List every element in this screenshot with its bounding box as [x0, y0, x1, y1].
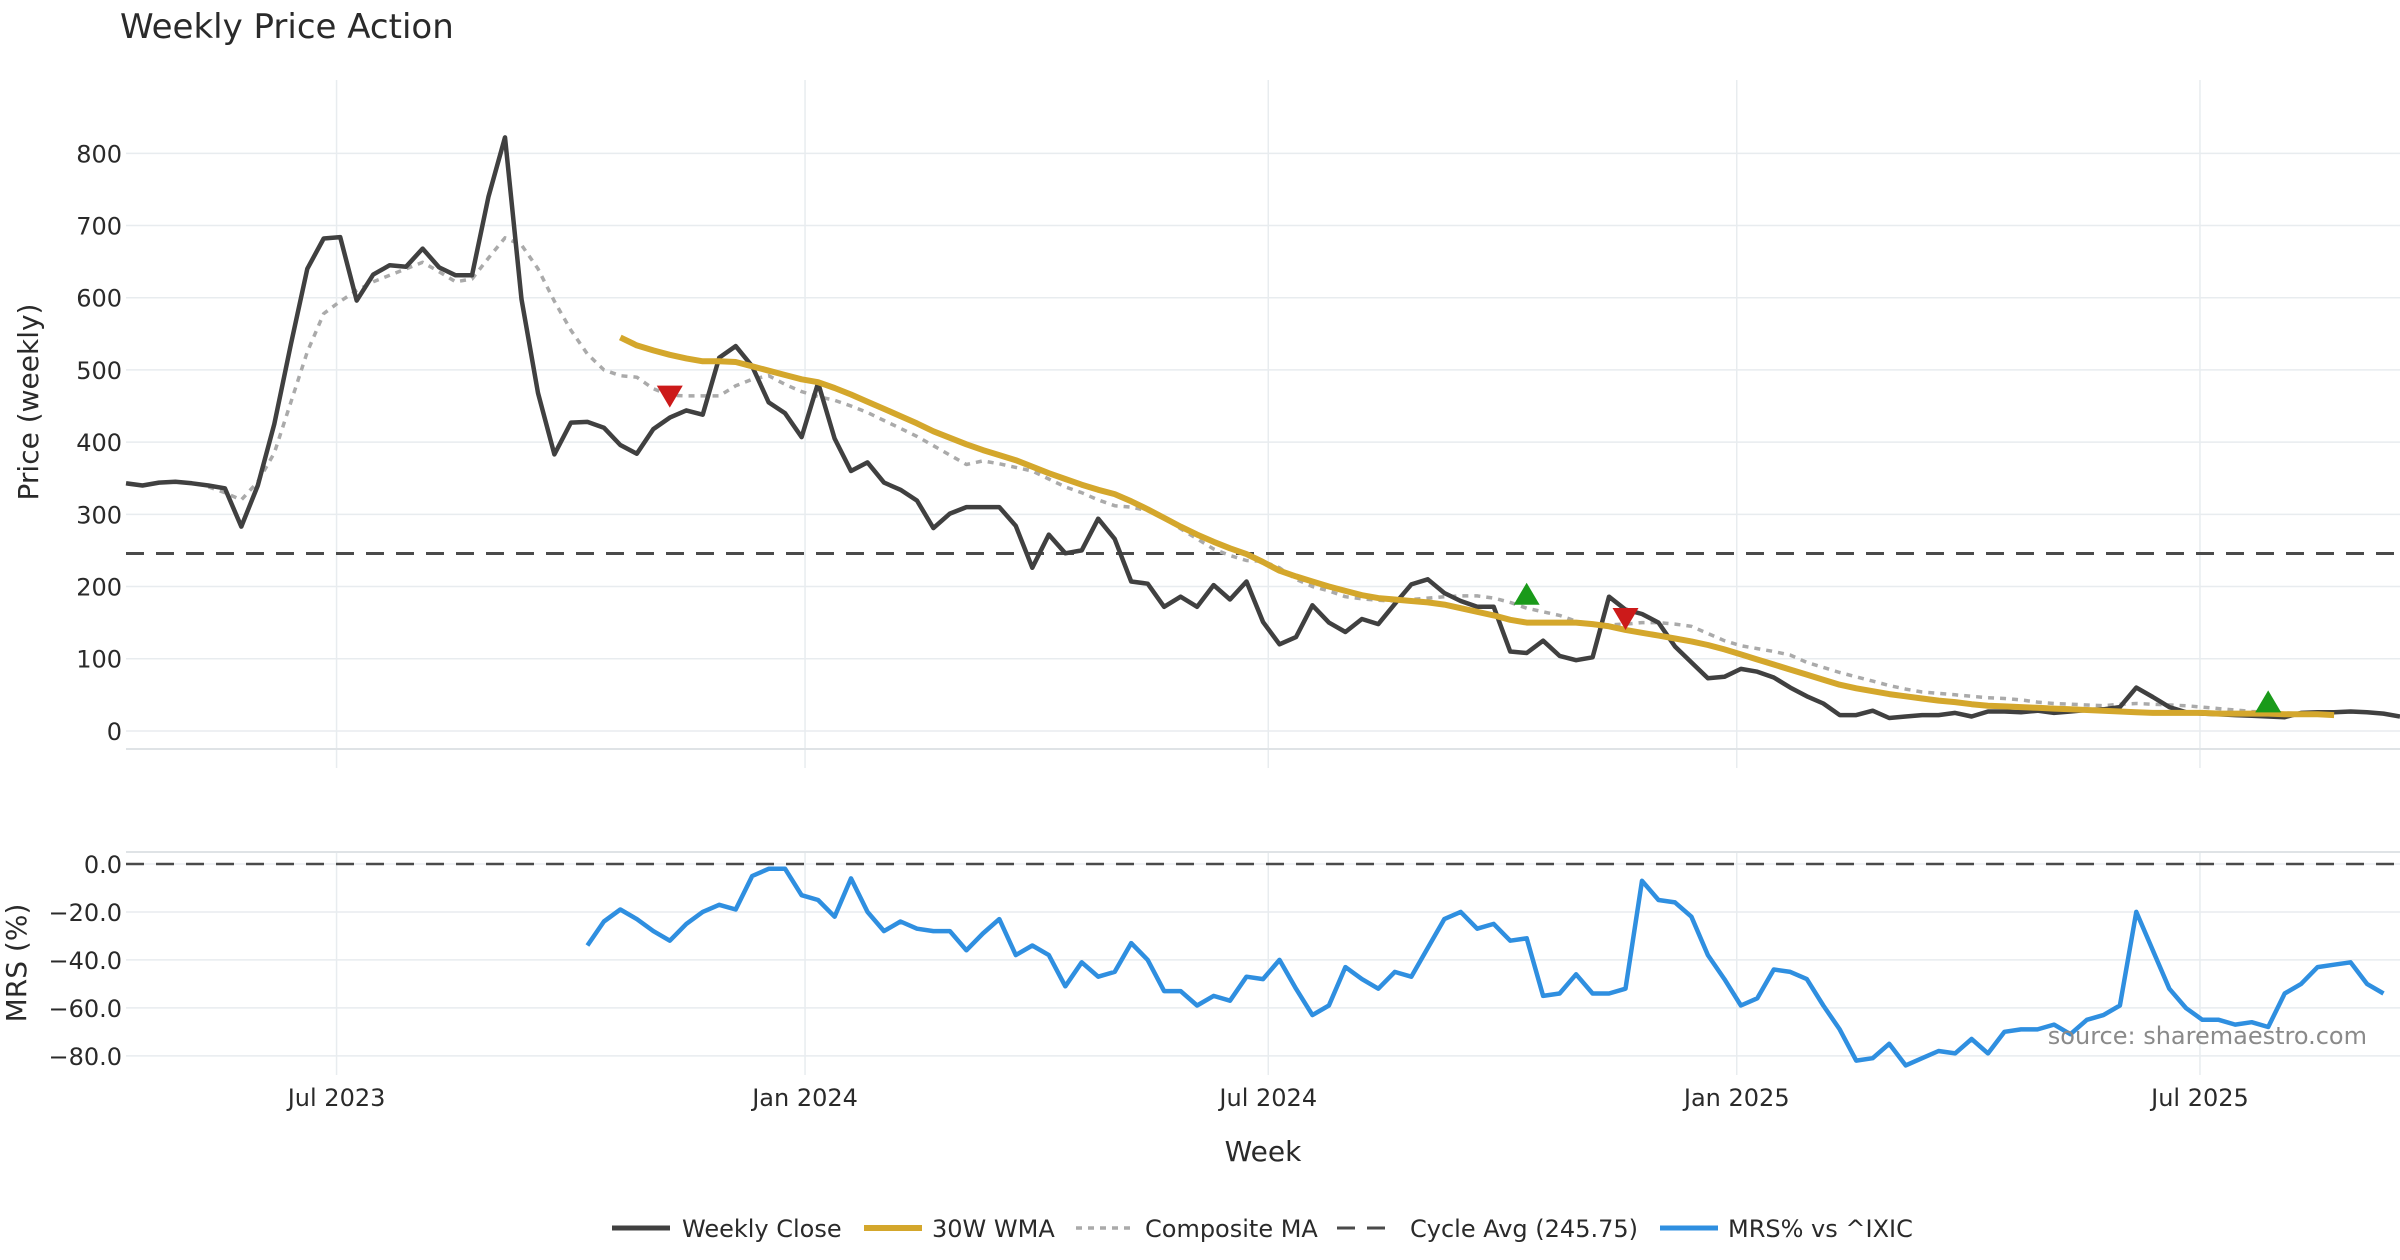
mrs-y-tick-label: −20.0 [48, 899, 122, 927]
sell-signal-marker [656, 385, 683, 408]
price-y-tick-label: 500 [76, 357, 122, 385]
grid-lines [126, 80, 2400, 1075]
price-y-axis-title: Price (weekly) [12, 304, 45, 501]
legend-label-weekly-close: Weekly Close [682, 1215, 842, 1243]
x-tick-label: Jan 2025 [1682, 1084, 1790, 1112]
composite-ma-line [207, 236, 2318, 716]
source-label: source: sharemaestro.com [2048, 1022, 2367, 1050]
legend-label-wma: 30W WMA [932, 1215, 1055, 1243]
sell-signal-marker [1612, 608, 1639, 631]
buy-signal-marker [1513, 582, 1540, 605]
price-y-tick-label: 100 [76, 646, 122, 674]
price-y-tick-label: 0 [107, 718, 122, 746]
legend-label-mrs: MRS% vs ^IXIC [1728, 1215, 1913, 1243]
chart-title: Weekly Price Action [120, 7, 454, 47]
price-y-tick-label: 800 [76, 140, 122, 168]
mrs-line [585, 866, 2385, 1068]
x-tick-label: Jul 2023 [286, 1084, 386, 1112]
x-tick-label: Jan 2024 [750, 1084, 858, 1112]
x-ticks: Jul 2023 Jan 2024 Jul 2024 Jan 2025 Jul 2025 [286, 1084, 2249, 1112]
price-y-ticks: 0 100 200 300 400 500 600 700 800 [76, 140, 122, 746]
mrs-y-tick-label: −40.0 [48, 947, 122, 975]
weekly-close-line [125, 135, 2400, 721]
mrs-y-axis-title: MRS (%) [0, 904, 33, 1023]
price-y-tick-label: 200 [76, 574, 122, 602]
x-axis-title: Week [1225, 1135, 1302, 1168]
x-tick-label: Jul 2024 [1217, 1084, 1317, 1112]
mrs-y-tick-label: −60.0 [48, 995, 122, 1023]
mrs-y-ticks: 0.0 −20.0 −40.0 −60.0 −80.0 [48, 851, 122, 1071]
price-y-tick-label: 600 [76, 285, 122, 313]
signal-markers [656, 385, 2282, 713]
wma-30w-line [618, 334, 2335, 719]
legend: Weekly Close 30W WMA Composite MA Cycle … [612, 1215, 1913, 1243]
price-y-tick-label: 300 [76, 501, 122, 529]
legend-label-composite: Composite MA [1145, 1215, 1318, 1243]
mrs-y-tick-label: −80.0 [48, 1043, 122, 1071]
legend-label-cycle-avg: Cycle Avg (245.75) [1410, 1215, 1638, 1243]
price-y-tick-label: 400 [76, 429, 122, 457]
price-y-tick-label: 700 [76, 213, 122, 241]
x-tick-label: Jul 2025 [2149, 1084, 2249, 1112]
buy-signal-marker [2255, 690, 2282, 713]
mrs-y-tick-label: 0.0 [84, 851, 122, 879]
